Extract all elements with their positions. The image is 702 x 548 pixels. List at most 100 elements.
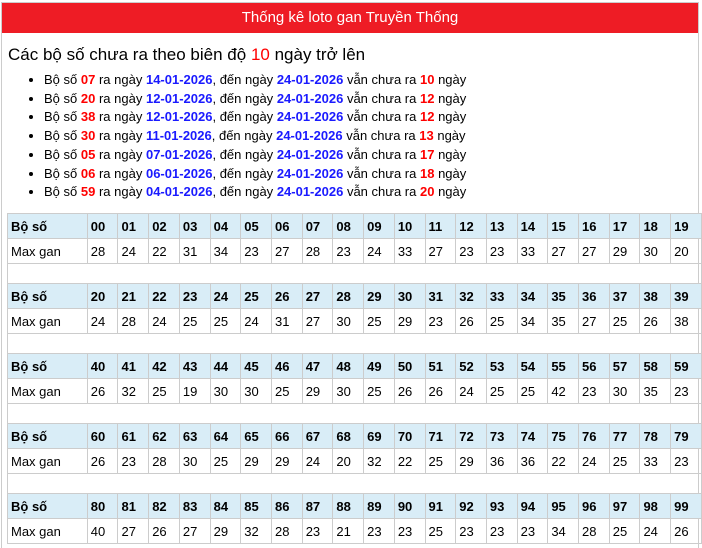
max-gan-cell: 29 bbox=[608, 238, 641, 264]
max-gan-cell: 33 bbox=[393, 238, 426, 264]
max-gan-cell: 28 bbox=[301, 238, 334, 264]
number-cell: 72 bbox=[455, 423, 487, 449]
label-ngay: ngày bbox=[438, 146, 467, 162]
max-gan-cell: 30 bbox=[608, 378, 641, 404]
max-gan-cell: 30 bbox=[240, 378, 272, 404]
label-van-chua-ra: vẫn chưa ra bbox=[346, 72, 417, 87]
max-gan-cell: 26 bbox=[86, 378, 119, 404]
max-gan-row-label: Max gan bbox=[7, 378, 88, 404]
item-days: 18 bbox=[419, 165, 435, 181]
max-gan-cell: 29 bbox=[271, 448, 303, 474]
number-row-label: Bộ số bbox=[7, 353, 88, 379]
max-gan-cell: 23 bbox=[117, 448, 150, 474]
number-cell: 44 bbox=[209, 353, 242, 379]
panel-header: Thống kê loto gan Truyền Thống bbox=[2, 3, 698, 33]
item-number: 05 bbox=[80, 146, 96, 162]
max-gan-cell: 24 bbox=[148, 308, 180, 334]
number-cell: 96 bbox=[578, 493, 610, 519]
number-cell: 05 bbox=[240, 213, 272, 239]
number-cell: 36 bbox=[578, 283, 610, 309]
number-cell: 99 bbox=[670, 493, 702, 519]
number-cell: 07 bbox=[301, 213, 334, 239]
number-cell: 55 bbox=[547, 353, 580, 379]
number-cell: 85 bbox=[240, 493, 272, 519]
number-cell: 15 bbox=[547, 213, 580, 239]
number-cell: 64 bbox=[209, 423, 242, 449]
max-gan-cell: 22 bbox=[148, 238, 180, 264]
max-gan-cell: 33 bbox=[639, 448, 672, 474]
max-gan-cell: 31 bbox=[178, 238, 211, 264]
number-cell: 78 bbox=[639, 423, 672, 449]
max-gan-cell: 36 bbox=[516, 448, 549, 474]
label-bo-so: Bộ số bbox=[44, 146, 78, 162]
max-gan-cell: 21 bbox=[332, 518, 365, 544]
item-days: 17 bbox=[419, 146, 435, 162]
number-cell: 30 bbox=[393, 283, 426, 309]
number-cell: 92 bbox=[455, 493, 487, 519]
number-cell: 97 bbox=[608, 493, 641, 519]
number-row: Bộ số 20 21 22 23 24 25 26 27 28 29 30 31 32 33 34 35 36 3… bbox=[7, 283, 702, 309]
number-cell: 22 bbox=[148, 283, 180, 309]
label-van-chua-ra: vẫn chưa ra bbox=[346, 90, 417, 106]
number-cell: 57 bbox=[608, 353, 641, 379]
max-gan-cell: 33 bbox=[516, 238, 549, 264]
item-from-date: 07-01-2026 bbox=[145, 146, 213, 162]
number-cell: 82 bbox=[148, 493, 180, 519]
number-cell: 74 bbox=[516, 423, 549, 449]
number-cell: 45 bbox=[240, 353, 272, 379]
max-gan-cell: 31 bbox=[271, 308, 303, 334]
spacer-cell bbox=[7, 333, 702, 354]
item-to-date: 24-01-2026 bbox=[276, 109, 344, 125]
item-days: 12 bbox=[419, 109, 435, 125]
number-cell: 10 bbox=[393, 213, 426, 239]
max-gan-cell: 27 bbox=[547, 238, 580, 264]
max-gan-cell: 25 bbox=[424, 448, 457, 474]
number-cell: 70 bbox=[393, 423, 426, 449]
max-gan-cell: 25 bbox=[148, 378, 180, 404]
item-from-date: 12-01-2026 bbox=[145, 90, 213, 106]
number-cell: 51 bbox=[424, 353, 457, 379]
item-number: 06 bbox=[80, 165, 96, 181]
number-cell: 95 bbox=[547, 493, 580, 519]
label-ngay: ngày bbox=[438, 72, 467, 87]
max-gan-cell: 23 bbox=[485, 518, 518, 544]
number-cell: 77 bbox=[608, 423, 641, 449]
max-gan-cell: 25 bbox=[271, 378, 303, 404]
number-cell: 68 bbox=[332, 423, 365, 449]
overdue-list: Bộ số 07 ra ngày 14-01-2026, đến ngày 24… bbox=[2, 71, 698, 202]
max-gan-cell: 22 bbox=[547, 448, 580, 474]
number-cell: 89 bbox=[363, 493, 395, 519]
max-gan-cell: 20 bbox=[670, 238, 702, 264]
label-ra-ngay: ra ngày bbox=[98, 146, 143, 162]
label-bo-so: Bộ số bbox=[44, 90, 78, 106]
number-cell: 90 bbox=[393, 493, 426, 519]
max-gan-row-label: Max gan bbox=[7, 308, 88, 334]
panel-title: Thống kê loto gan Truyền Thống bbox=[241, 9, 459, 26]
label-bo-so: Bộ số bbox=[44, 128, 78, 144]
item-to-date: 24-01-2026 bbox=[276, 90, 344, 106]
max-gan-cell: 32 bbox=[240, 518, 272, 544]
number-cell: 19 bbox=[670, 213, 702, 239]
number-cell: 14 bbox=[516, 213, 549, 239]
label-van-chua-ra: vẫn chưa ra bbox=[346, 184, 417, 200]
label-bo-so: Bộ số bbox=[44, 72, 78, 87]
number-cell: 37 bbox=[608, 283, 641, 309]
max-gan-cell: 25 bbox=[363, 378, 395, 404]
label-ngay: ngày bbox=[438, 184, 467, 200]
number-row: Bộ số 80 81 82 83 84 85 86 87 88 89 90 91 92 93 94 95 96 9… bbox=[7, 493, 702, 519]
label-ra-ngay: ra ngày bbox=[98, 165, 143, 181]
number-cell: 75 bbox=[547, 423, 580, 449]
number-cell: 58 bbox=[639, 353, 672, 379]
label-van-chua-ra: vẫn chưa ra bbox=[346, 128, 416, 144]
number-cell: 28 bbox=[332, 283, 365, 309]
number-cell: 76 bbox=[578, 423, 610, 449]
heading-prefix: Các bộ số chưa ra theo biên độ bbox=[8, 45, 247, 64]
max-gan-cell: 25 bbox=[178, 308, 211, 334]
label-van-chua-ra: vẫn chưa ra bbox=[346, 109, 417, 125]
number-cell: 53 bbox=[485, 353, 518, 379]
label-den-ngay: , đến ngày bbox=[212, 184, 274, 200]
number-cell: 20 bbox=[86, 283, 119, 309]
label-ngay: ngày bbox=[438, 165, 467, 181]
number-cell: 40 bbox=[86, 353, 119, 379]
number-cell: 59 bbox=[670, 353, 702, 379]
